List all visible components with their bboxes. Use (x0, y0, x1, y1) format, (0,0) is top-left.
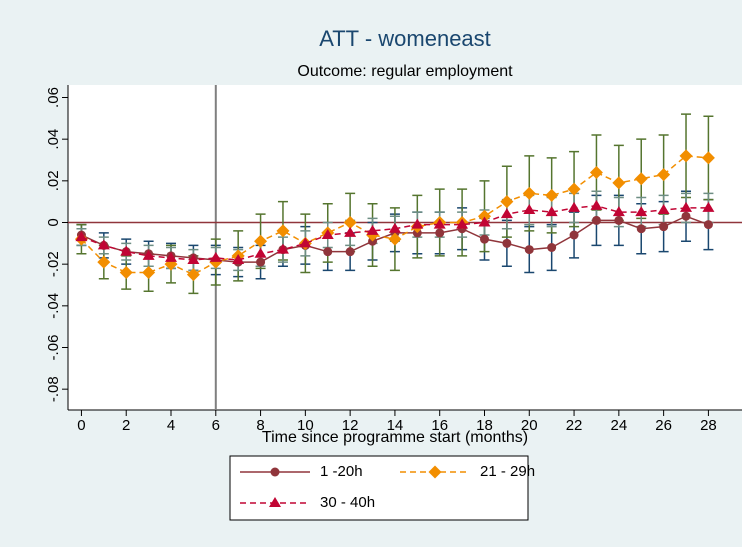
marker (479, 234, 489, 244)
x-tick-label: 0 (77, 417, 85, 434)
marker (142, 249, 155, 260)
marker (679, 149, 693, 163)
marker (276, 243, 289, 254)
marker (142, 266, 156, 279)
x-tick-label: 26 (655, 417, 672, 434)
marker (119, 266, 133, 279)
x-tick-label: 10 (297, 417, 314, 434)
x-tick-label: 18 (476, 417, 493, 434)
marker (591, 215, 601, 225)
x-tick-label: 8 (256, 417, 264, 434)
marker (500, 195, 514, 209)
marker (276, 224, 290, 238)
legend-label: 21 - 29h (480, 463, 535, 480)
marker (522, 186, 536, 200)
x-tick-label: 20 (521, 417, 538, 434)
marker (388, 232, 402, 246)
marker (547, 243, 557, 252)
legend-marker (428, 465, 442, 479)
legend-marker (269, 497, 281, 507)
marker (702, 201, 715, 212)
y-tick-label: -.04 (45, 293, 62, 319)
marker (634, 172, 648, 186)
marker (657, 168, 671, 182)
marker (589, 166, 603, 179)
marker (232, 254, 245, 264)
x-tick-label: 28 (700, 417, 717, 434)
legend (229, 455, 529, 521)
y-tick-label: -.08 (45, 376, 62, 402)
marker (186, 268, 200, 282)
y-tick-label: .06 (45, 87, 62, 108)
legend-marker (270, 467, 280, 477)
marker (502, 238, 512, 248)
y-tick-label: 0 (45, 218, 62, 226)
marker (614, 215, 624, 225)
y-tick-label: .02 (45, 170, 62, 191)
marker (345, 247, 355, 257)
marker (323, 247, 333, 257)
marker (636, 224, 646, 234)
marker (657, 204, 670, 214)
marker (680, 201, 693, 212)
marker (659, 222, 669, 232)
x-tick-label: 16 (431, 417, 448, 434)
marker (703, 220, 713, 230)
x-tick-label: 2 (122, 417, 130, 434)
marker (433, 218, 446, 229)
marker (567, 182, 581, 196)
marker (344, 226, 357, 237)
marker (523, 204, 536, 214)
x-tick-label: 4 (167, 417, 175, 434)
marker (568, 201, 581, 212)
x-tick-label: 14 (387, 417, 404, 434)
marker (343, 216, 357, 229)
marker (187, 254, 200, 264)
marker (435, 228, 445, 238)
y-tick-label: -.06 (45, 335, 62, 361)
marker (209, 251, 222, 262)
marker (635, 206, 648, 217)
y-tick-label: .04 (45, 129, 62, 150)
marker (165, 251, 178, 262)
marker (366, 224, 379, 235)
marker (478, 216, 491, 227)
legend-label: 1 -20h (320, 463, 363, 480)
marker (701, 151, 715, 165)
marker (545, 188, 559, 202)
x-axis-label: Time since programme start (months) (262, 429, 528, 446)
marker (569, 230, 579, 240)
marker (500, 208, 513, 219)
chart-subtitle: Outcome: regular employment (297, 63, 513, 80)
marker (477, 209, 491, 223)
marker (75, 231, 88, 242)
marker (254, 247, 267, 258)
y-tick-label: -.02 (45, 251, 62, 277)
marker (612, 176, 626, 190)
marker (256, 257, 266, 267)
marker (97, 239, 110, 250)
x-tick-label: 12 (342, 417, 359, 434)
x-tick-label: 22 (566, 417, 583, 434)
marker (456, 218, 469, 229)
marker (524, 245, 534, 255)
marker (97, 255, 111, 269)
marker (299, 237, 312, 248)
marker (120, 245, 133, 256)
legend-label: 30 - 40h (320, 494, 375, 511)
marker (254, 234, 268, 248)
marker (388, 222, 401, 233)
marker (321, 229, 334, 239)
marker (681, 211, 691, 221)
marker (545, 206, 558, 217)
plot-region (68, 85, 742, 410)
x-tick-label: 6 (212, 417, 220, 434)
chart-title: ATT - womeneast (319, 26, 491, 51)
marker (590, 199, 603, 210)
x-tick-label: 24 (611, 417, 628, 434)
marker (411, 218, 424, 229)
marker (612, 206, 625, 217)
